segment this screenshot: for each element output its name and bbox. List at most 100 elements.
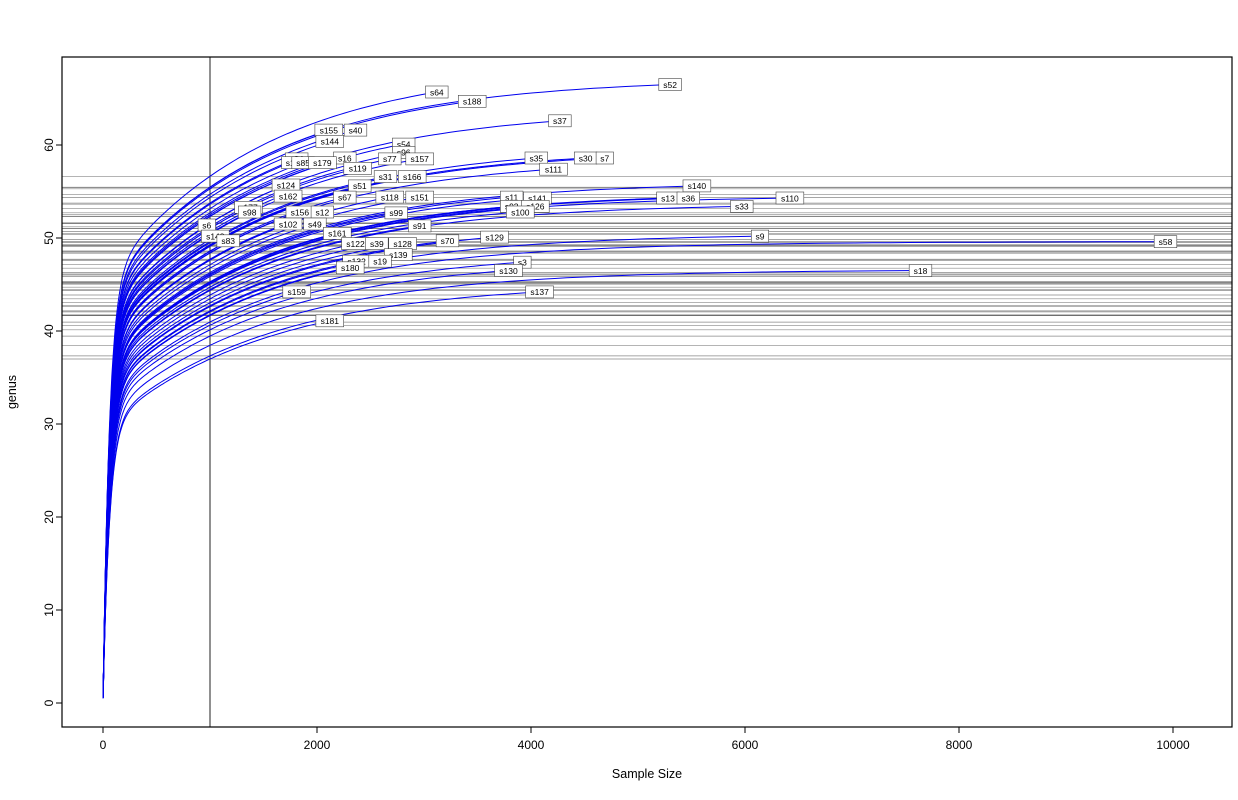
- curve-label-box: [238, 205, 262, 219]
- curve-label: s36: [676, 191, 700, 205]
- curve-label-text: s16: [338, 153, 352, 163]
- rarefaction-curve: [102, 241, 1166, 698]
- curve-label-text: s37: [553, 116, 567, 126]
- curve-label: s111: [539, 162, 568, 176]
- y-axis-tick-label: 30: [42, 417, 56, 431]
- curve-label-text: s122: [346, 239, 365, 249]
- curve-label-box: [525, 285, 554, 299]
- curve-label-text: s111: [545, 165, 562, 175]
- curve-label: s124: [271, 178, 301, 192]
- x-axis-tick-label: 0: [100, 738, 107, 752]
- curve-label-text: s98: [243, 207, 257, 217]
- curve-label: s30: [573, 151, 598, 165]
- curve-label-text: s70: [441, 236, 455, 246]
- curve-label: s179: [308, 156, 337, 169]
- curve-label-text: s188: [463, 97, 482, 107]
- curve-label-box: [435, 234, 460, 248]
- curve-label: s99: [384, 206, 408, 220]
- curve-label-box: [375, 190, 404, 204]
- curve-label-text: s13: [661, 193, 675, 203]
- x-axis-tick-label: 8000: [946, 738, 973, 752]
- curve-label: s155: [314, 123, 343, 137]
- curve-label: s6: [197, 218, 216, 232]
- curve-label: s180: [335, 261, 365, 275]
- curve-label: s166: [397, 170, 427, 183]
- curve-label-text: s129: [485, 232, 504, 242]
- curve-label-text: s33: [735, 202, 749, 212]
- curve-label-box: [348, 179, 372, 193]
- curve-label-text: s161: [328, 229, 347, 239]
- curve-label-text: s3: [518, 258, 527, 268]
- curve-label-text: s157: [410, 154, 429, 164]
- curve-label: s37: [548, 114, 572, 128]
- curve-label: s128: [388, 237, 417, 250]
- curve-label-text: s140: [688, 181, 707, 191]
- curve-label-box: [343, 162, 372, 175]
- curve-label-box: [373, 170, 398, 183]
- curve-label: s161: [323, 227, 352, 240]
- curve-label-box: [315, 135, 344, 148]
- curve-label: s19: [368, 254, 392, 268]
- curve-label-box: [425, 85, 449, 99]
- x-axis-tick-label: 10000: [1156, 738, 1190, 752]
- curve-label: s64: [425, 85, 449, 99]
- curve-label: s151: [405, 190, 434, 204]
- curve-label-box: [397, 170, 427, 183]
- curve-label: s156: [285, 205, 315, 219]
- curve-label-box: [730, 200, 754, 213]
- curve-label-text: s151: [410, 192, 429, 202]
- curve-label-box: [368, 254, 392, 268]
- curve-label: s157: [405, 152, 434, 166]
- y-axis-tick-label: 10: [42, 603, 56, 617]
- y-axis-tick-label: 60: [42, 138, 56, 152]
- rarefaction-curve: [102, 205, 512, 698]
- curve-label-text: s19: [373, 257, 387, 267]
- curve-label-text: s100: [511, 207, 530, 217]
- curve-label-text: s12: [316, 207, 330, 217]
- curve-label-text: s51: [353, 181, 367, 191]
- curve-label-text: s181: [321, 316, 340, 326]
- curve-label: s140: [682, 179, 712, 193]
- y-axis-title: genus: [5, 375, 19, 409]
- curve-label-box: [365, 237, 389, 250]
- curve-label-box: [405, 190, 434, 204]
- curve-label-text: s126: [526, 202, 545, 212]
- rarefaction-curve: [102, 211, 521, 698]
- curve-label-box: [908, 264, 933, 277]
- curve-label: s9: [750, 229, 769, 243]
- curve-label-text: s162: [279, 191, 298, 201]
- curve-label-box: [539, 162, 568, 176]
- curve-label: s31: [373, 170, 398, 183]
- curve-label: s188: [457, 95, 487, 108]
- curve-label: s83: [216, 234, 240, 248]
- curve-label-text: s58: [1159, 237, 1173, 247]
- curve-label-text: s9: [756, 231, 765, 241]
- curve-label: s70: [435, 234, 460, 248]
- curve-label-text: s85: [296, 158, 310, 168]
- curve-label-text: s130: [499, 266, 518, 276]
- curve-label-text: s124: [277, 180, 296, 190]
- curve-label: s98: [238, 205, 262, 219]
- curve-label-text: s102: [279, 219, 298, 229]
- curve-label: s144: [315, 135, 344, 148]
- y-axis-tick-label: 40: [42, 324, 56, 338]
- curve-label-box: [480, 230, 509, 244]
- curve-label-text: s49: [308, 219, 322, 229]
- curve-label: s18: [908, 264, 933, 277]
- curve-label-box: [595, 151, 614, 165]
- curve-label-text: s110: [781, 193, 799, 203]
- curve-label-box: [216, 234, 240, 248]
- rarefaction-curve: [102, 270, 921, 699]
- curve-label: s49: [303, 217, 327, 231]
- curve-label-box: [676, 191, 700, 205]
- curve-label: s13: [656, 191, 680, 205]
- rarefaction-curve: [102, 291, 297, 698]
- curve-label-text: s36: [681, 193, 695, 203]
- curve-label: s119: [343, 162, 372, 175]
- curve-label-text: s179: [313, 158, 332, 168]
- curve-label-box: [273, 189, 303, 203]
- curve-label-text: s139: [389, 250, 408, 260]
- curve-label-text: s118: [381, 192, 399, 202]
- curve-label: s58: [1153, 235, 1178, 248]
- rarefaction-curve: [102, 320, 330, 699]
